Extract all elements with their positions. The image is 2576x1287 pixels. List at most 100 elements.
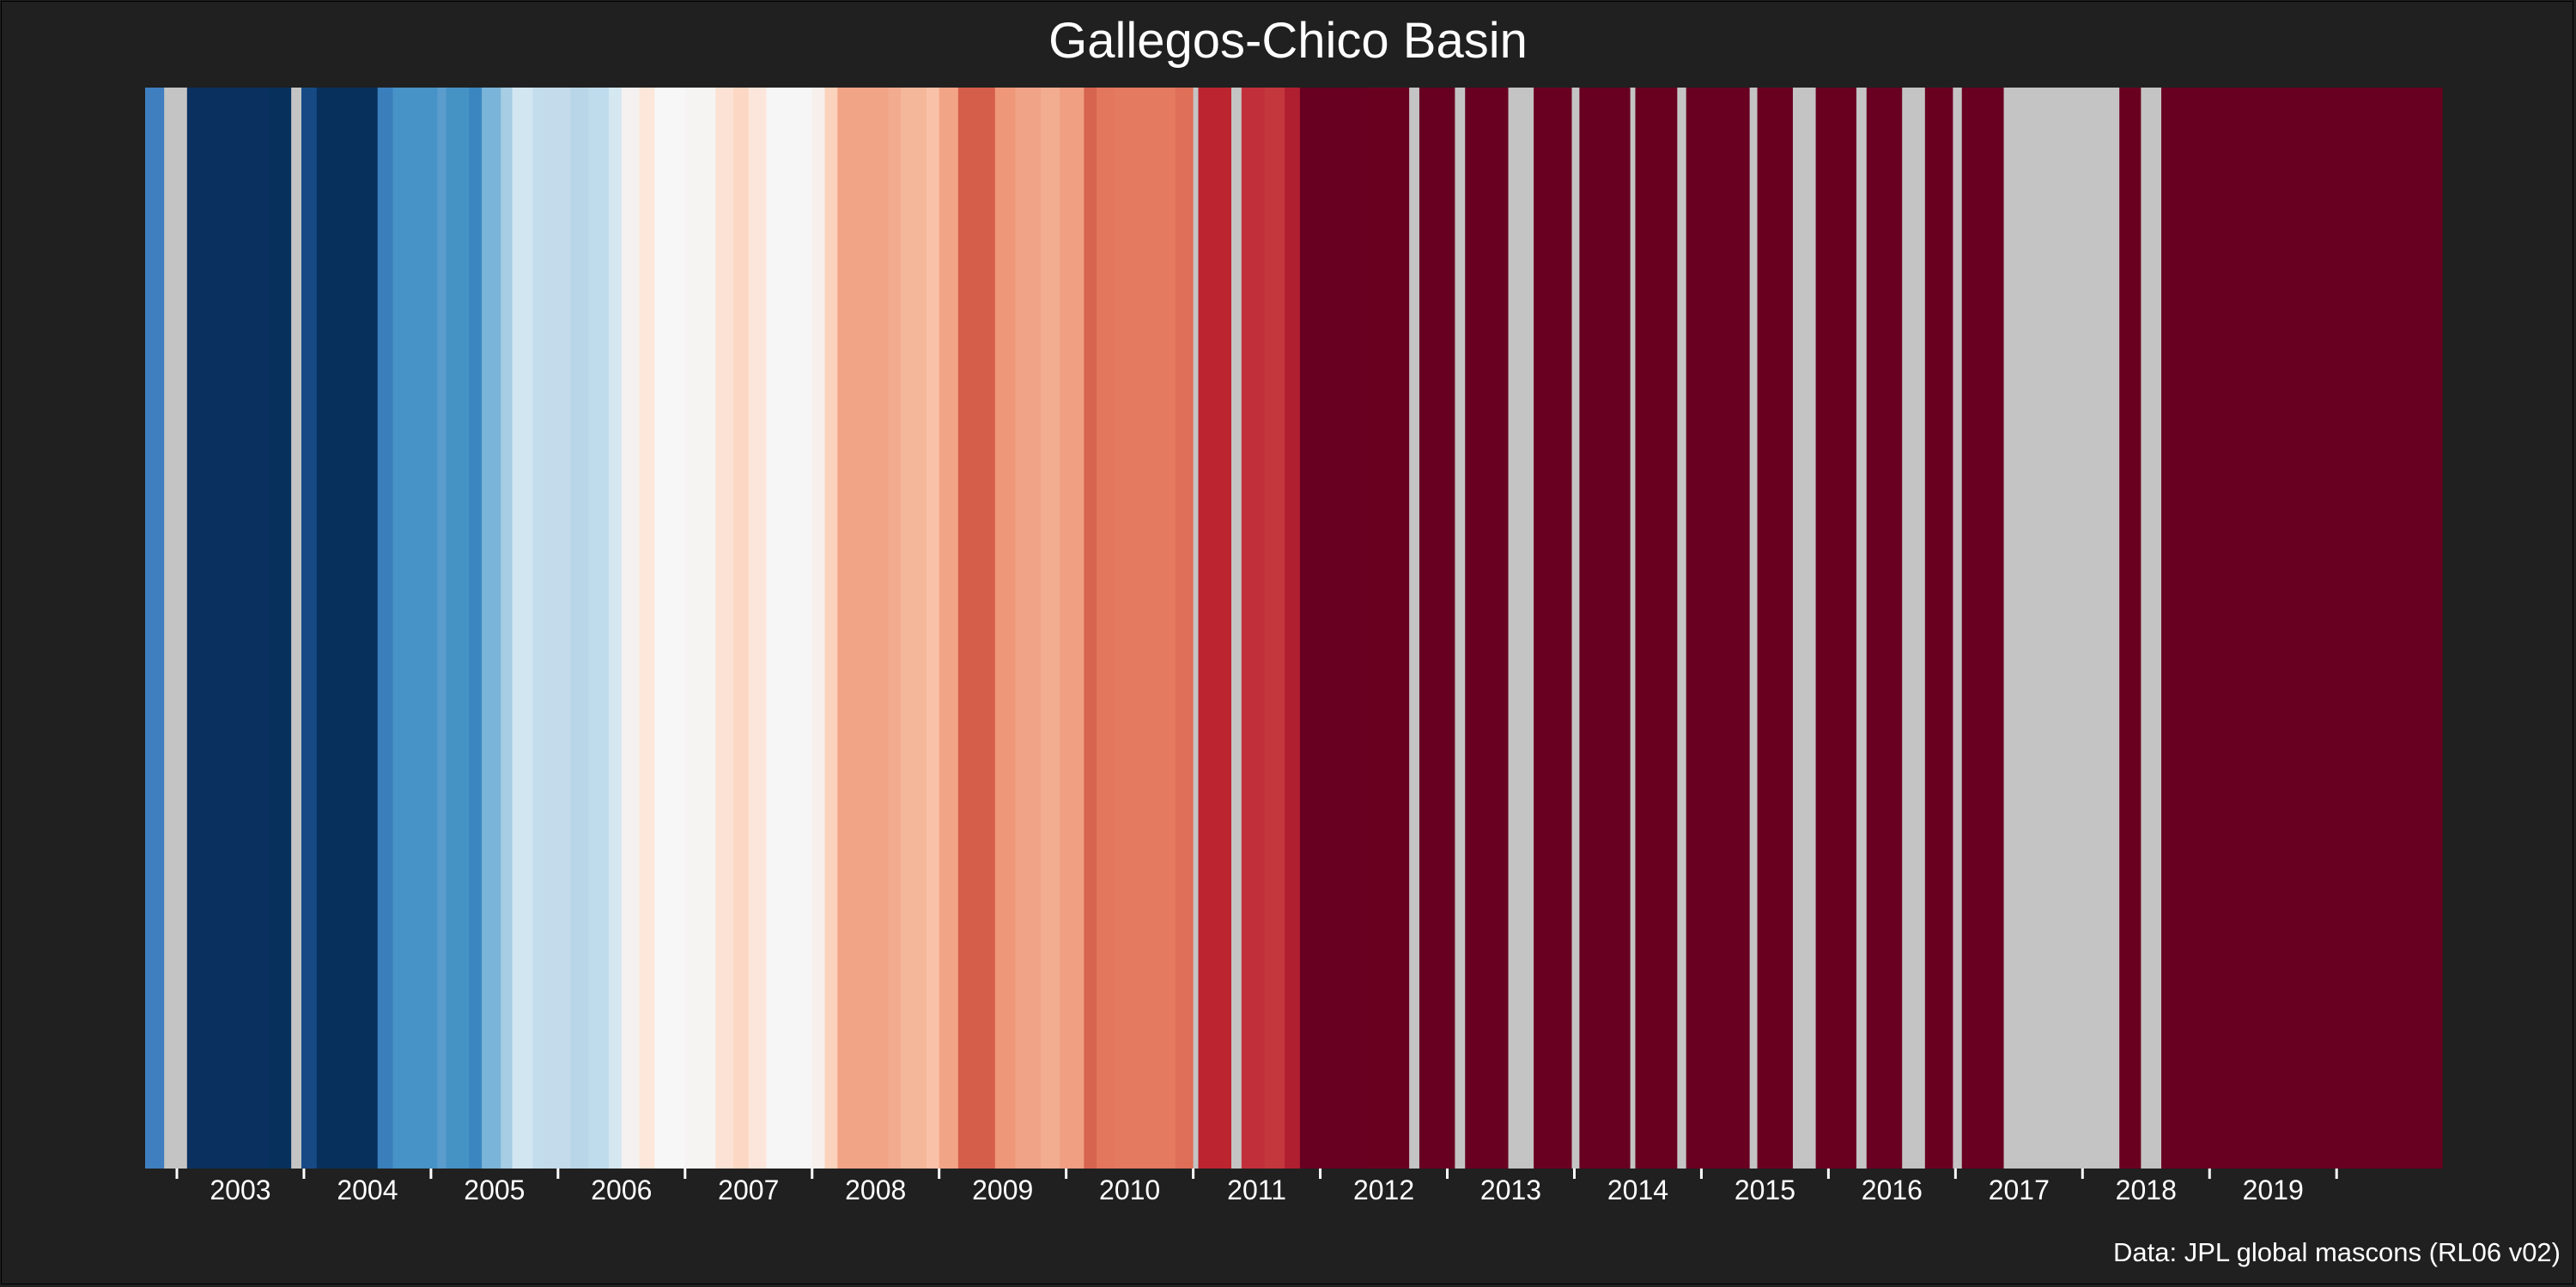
stripe <box>1635 88 1678 1169</box>
missing-data-stripe <box>1856 88 1868 1169</box>
missing-data-stripe <box>2141 88 2162 1169</box>
stripe <box>268 88 292 1169</box>
stripe <box>888 88 902 1169</box>
stripe <box>926 88 940 1169</box>
missing-data-stripe <box>1455 88 1466 1169</box>
x-tick-label: 2015 <box>1735 1175 1795 1205</box>
chart-title: Gallegos-Chico Basin <box>1048 13 1528 69</box>
stripe <box>1961 88 2005 1169</box>
x-tick-label: 2012 <box>1353 1175 1414 1205</box>
stripe <box>512 88 533 1169</box>
stripe <box>1015 88 1042 1169</box>
stripe <box>437 88 447 1169</box>
stripe <box>901 88 927 1169</box>
stripe <box>824 88 838 1169</box>
missing-data-stripe <box>164 88 188 1169</box>
missing-data-stripe <box>291 88 302 1169</box>
x-tick-label: 2011 <box>1227 1175 1286 1205</box>
stripe <box>684 88 716 1169</box>
stripe <box>301 88 318 1169</box>
stripe <box>1579 88 1631 1169</box>
stripe <box>1241 88 1266 1169</box>
stripe <box>957 88 996 1169</box>
stripe <box>2161 88 2443 1169</box>
missing-data-stripe <box>1508 88 1534 1169</box>
x-tick-label: 2010 <box>1099 1175 1160 1205</box>
missing-data-stripe <box>1409 88 1420 1169</box>
x-tick-label: 2007 <box>718 1175 779 1205</box>
stripe <box>501 88 513 1169</box>
stripe <box>939 88 959 1169</box>
missing-data-stripe <box>1792 88 1817 1169</box>
stripe <box>609 88 623 1169</box>
stripe <box>1041 88 1060 1169</box>
missing-data-stripe <box>1953 88 1963 1169</box>
stripe <box>733 88 750 1169</box>
x-tick-label: 2017 <box>1989 1175 2050 1205</box>
x-tick-label: 2018 <box>2116 1175 2177 1205</box>
stripe <box>1419 88 1455 1169</box>
x-tick-label: 2004 <box>337 1175 398 1205</box>
stripe <box>2119 88 2142 1169</box>
stripe <box>748 88 768 1169</box>
missing-data-stripe <box>1231 88 1242 1169</box>
x-tick-label: 2013 <box>1480 1175 1541 1205</box>
stripe <box>1365 88 1410 1169</box>
stripe <box>1299 88 1367 1169</box>
stripe <box>621 88 641 1169</box>
x-tick-label: 2008 <box>845 1175 906 1205</box>
stripe <box>1084 88 1097 1169</box>
stripe <box>654 88 686 1169</box>
x-axis: 2003 2004 2005 2006 2007 2008 2009 2010 2011 2012… <box>175 1169 2338 1205</box>
stripe <box>145 88 165 1169</box>
x-tick-label: 2014 <box>1607 1175 1668 1205</box>
stripe <box>392 88 438 1169</box>
stripe <box>1264 88 1285 1169</box>
stripe <box>482 88 501 1169</box>
missing-data-stripe <box>1630 88 1637 1169</box>
stripe <box>469 88 483 1169</box>
stripe <box>1924 88 1953 1169</box>
stripe <box>1465 88 1510 1169</box>
x-tick-label: 2016 <box>1862 1175 1923 1205</box>
stripe <box>446 88 470 1169</box>
stripe <box>639 88 655 1169</box>
stripe <box>532 88 546 1169</box>
stripes-layer <box>145 88 2443 1169</box>
stripe <box>377 88 394 1169</box>
stripe <box>1198 88 1232 1169</box>
stripe <box>588 88 610 1169</box>
stripe <box>1757 88 1794 1169</box>
missing-data-stripe <box>1677 88 1687 1169</box>
stripe <box>1175 88 1194 1169</box>
stripe <box>570 88 589 1169</box>
x-tick-label: 2005 <box>464 1175 525 1205</box>
x-tick-label: 2006 <box>591 1175 652 1205</box>
missing-data-stripe <box>1571 88 1580 1169</box>
stripe <box>1866 88 1903 1169</box>
x-tick-label: 2009 <box>972 1175 1033 1205</box>
stripe <box>1815 88 1857 1169</box>
stripe <box>1060 88 1084 1169</box>
x-tick-label: 2003 <box>210 1175 270 1205</box>
stripe <box>1686 88 1751 1169</box>
missing-data-stripe <box>1193 88 1200 1169</box>
stripe <box>186 88 270 1169</box>
stripe <box>1114 88 1176 1169</box>
stripe <box>1534 88 1573 1169</box>
stripe <box>1097 88 1115 1169</box>
stripe <box>811 88 826 1169</box>
stripe <box>994 88 1017 1169</box>
stripe <box>837 88 890 1169</box>
stripe <box>715 88 734 1169</box>
stripe <box>766 88 813 1169</box>
stripe <box>1285 88 1301 1169</box>
stripe <box>316 88 379 1169</box>
missing-data-stripe <box>1902 88 1926 1169</box>
x-tick-label: 2019 <box>2243 1175 2304 1205</box>
missing-data-stripe <box>1749 88 1759 1169</box>
missing-data-stripe <box>2003 88 2120 1169</box>
data-source-caption: Data: JPL global mascons (RL06 v02) <box>2113 1237 2561 1267</box>
